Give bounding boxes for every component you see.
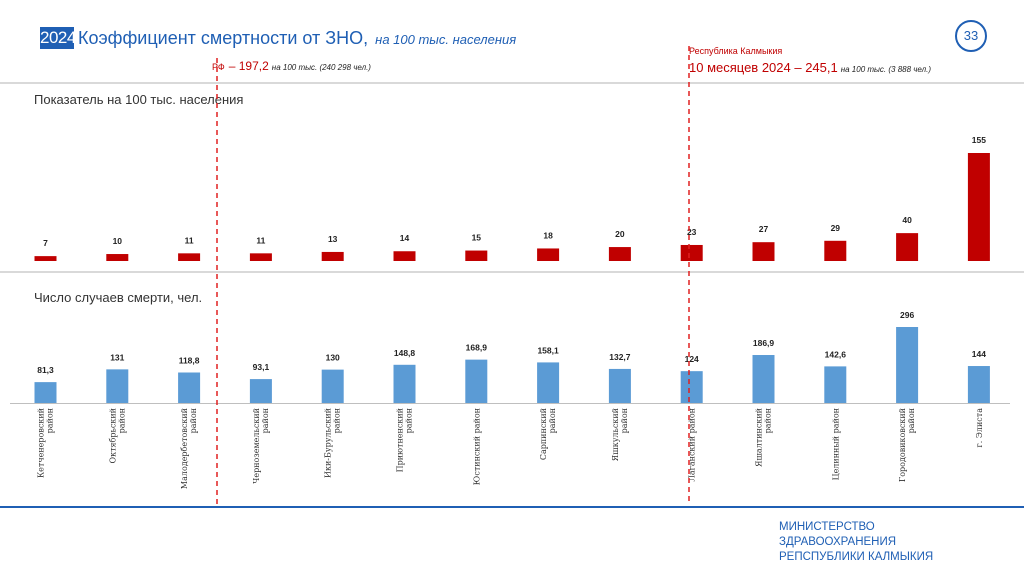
category-label: Октябрьскийрайон xyxy=(108,408,126,463)
death-value-label: 23 xyxy=(687,227,697,237)
rate-bar xyxy=(824,366,847,403)
death-bar xyxy=(106,254,129,261)
rate-value-label: 168,9 xyxy=(466,343,488,353)
rate-bar xyxy=(178,372,201,403)
death-bar xyxy=(465,250,488,261)
death-bar xyxy=(249,253,272,261)
category-label: Яшалтинскийрайон xyxy=(755,408,773,467)
category-label: Малодербетовскийрайон xyxy=(180,408,198,489)
rate-value-label: 118,8 xyxy=(179,355,200,365)
death-value-label: 20 xyxy=(615,229,625,239)
rate-bar xyxy=(608,368,631,403)
death-value-label: 18 xyxy=(543,230,553,240)
rate-bar xyxy=(465,359,488,403)
category-label: Кетченеровскийрайон xyxy=(37,408,55,478)
kalmykia-unit: на 100 тыс. (3 888 чел.) xyxy=(840,65,932,74)
category-label: Черноземельскийрайон xyxy=(252,408,270,484)
death-value-label: 13 xyxy=(328,234,338,244)
death-bar xyxy=(34,256,57,261)
category-label: Ики-Бурульскийрайон xyxy=(324,408,342,478)
category-label: Городовиковскийрайон xyxy=(898,408,916,482)
death-bar xyxy=(967,153,990,261)
death-bar xyxy=(178,253,201,261)
rate-value-label: 81,3 xyxy=(37,365,54,375)
rate-value-label: 144 xyxy=(972,349,986,359)
death-bar xyxy=(824,240,847,261)
rate-bar xyxy=(680,371,703,403)
death-bar xyxy=(752,242,775,261)
category-label: Сарпинскийрайон xyxy=(539,408,557,460)
deaths-section-label: Число случаев смерти, чел. xyxy=(34,290,203,305)
rate-bar xyxy=(249,379,272,403)
death-value-label: 15 xyxy=(472,233,482,243)
death-bar xyxy=(321,251,344,261)
rate-value-label: 132,7 xyxy=(609,352,631,362)
death-bar xyxy=(896,233,919,261)
rate-value-label: 158,1 xyxy=(537,345,559,355)
middle-divider xyxy=(0,271,1024,273)
death-value-label: 155 xyxy=(972,135,986,145)
category-label: Юстинский район xyxy=(472,408,481,485)
rate-bar xyxy=(321,369,344,403)
death-bar xyxy=(680,244,703,261)
ministry-footer: МИНИСТЕРСТВО ЗДРАВООХРАНЕНИЯ РЕПСПУБЛИКИ… xyxy=(779,520,933,565)
category-label: Лаганский район xyxy=(688,408,697,482)
year-badge: 2024 xyxy=(40,27,76,49)
rate-bar xyxy=(967,366,990,403)
category-label: Яшкульскийрайон xyxy=(611,408,629,461)
category-label: г. Элиста xyxy=(975,408,984,448)
title-text: Коэффициент смертности от ЗНО, xyxy=(78,28,369,48)
death-bar xyxy=(393,251,416,261)
kalmykia-title: Республика Калмыкия xyxy=(689,46,783,56)
death-value-label: 40 xyxy=(902,215,912,225)
ministry-line-3: РЕПСПУБЛИКИ КАЛМЫКИЯ xyxy=(779,551,934,563)
rf-unit: на 100 тыс. (240 298 чел.) xyxy=(271,63,371,72)
rf-reference: РФ – 197,2 на 100 тыс. (240 298 чел.) xyxy=(212,59,371,73)
rate-value-label: 186,9 xyxy=(753,338,775,348)
footer-divider xyxy=(0,506,1024,508)
rate-bar xyxy=(752,355,775,403)
rate-value-label: 296 xyxy=(900,310,914,320)
death-bar xyxy=(537,248,560,261)
rate-value-label: 131 xyxy=(110,352,124,362)
rate-bar xyxy=(34,382,57,403)
rate-bar xyxy=(393,364,416,403)
rate-value-label: 130 xyxy=(326,353,340,363)
death-value-label: 14 xyxy=(400,233,410,243)
rate-bar xyxy=(896,327,919,403)
top-divider xyxy=(0,82,1024,84)
rate-value-label: 124 xyxy=(685,354,699,364)
death-value-label: 10 xyxy=(113,236,123,246)
title-subtitle: на 100 тыс. населения xyxy=(375,32,517,47)
rate-bar xyxy=(106,369,129,403)
page-title: Коэффициент смертности от ЗНО, на 100 ты… xyxy=(78,27,516,51)
death-value-label: 27 xyxy=(759,224,769,234)
rate-bar xyxy=(537,362,560,403)
death-value-label: 11 xyxy=(256,235,265,245)
death-bar xyxy=(608,247,631,261)
rate-value-label: 142,6 xyxy=(825,349,847,359)
page-number: 33 xyxy=(955,20,987,52)
death-value-label: 7 xyxy=(43,238,48,248)
category-label: Целинный район xyxy=(831,408,840,480)
rf-value: – 197,2 xyxy=(228,59,269,73)
rate-value-label: 93,1 xyxy=(253,362,270,372)
rate-value-label: 148,8 xyxy=(394,348,416,358)
category-label: Приютненскийрайон xyxy=(396,408,414,472)
death-value-label: 29 xyxy=(831,223,841,233)
ministry-line-1: МИНИСТЕРСТВО xyxy=(779,521,875,533)
kalmykia-reference: 10 месяцев 2024 – 245,1 на 100 тыс. (3 88… xyxy=(689,60,931,75)
death-value-label: 11 xyxy=(185,235,194,245)
kalmykia-value: 10 месяцев 2024 – 245,1 xyxy=(689,60,838,75)
ministry-line-2: ЗДРАВООХРАНЕНИЯ xyxy=(779,536,897,548)
rf-label: РФ xyxy=(212,62,225,72)
rate-section-label: Показатель на 100 тыс. населения xyxy=(34,92,244,107)
